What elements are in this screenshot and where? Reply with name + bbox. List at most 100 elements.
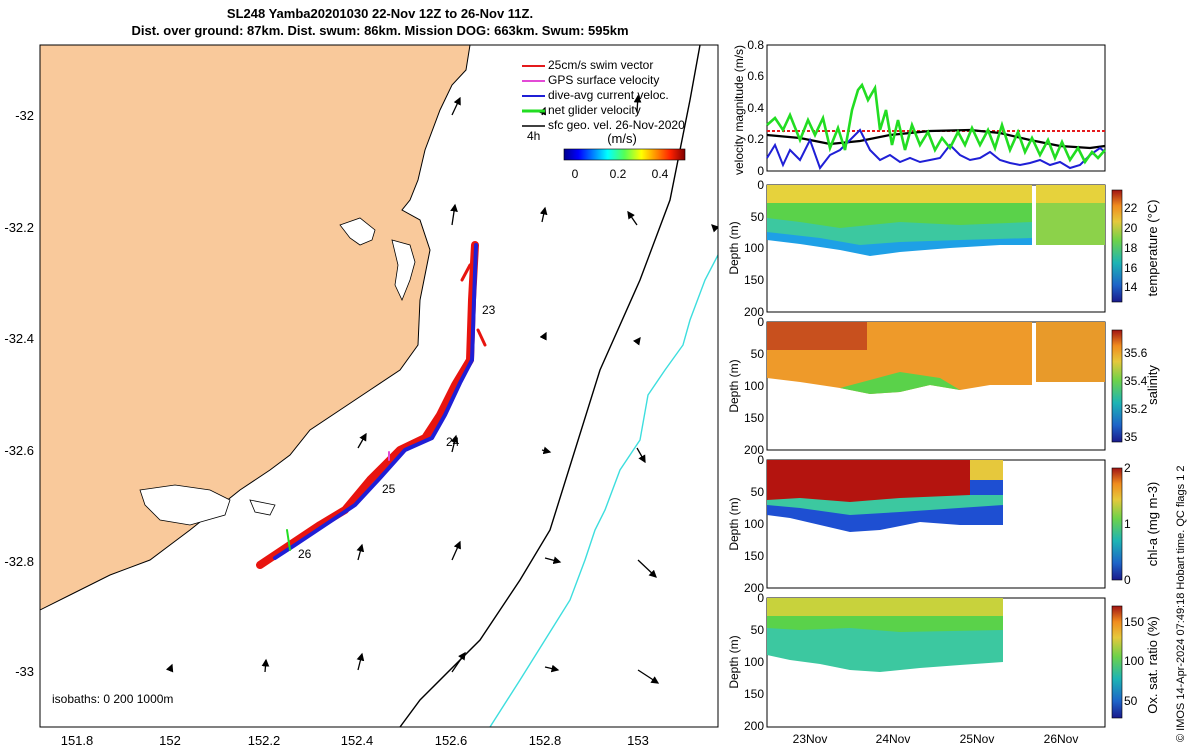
colorbar-tick: 0 (572, 167, 579, 181)
map-legend: 25cm/s swim vector GPS surface velocity … (522, 58, 686, 181)
velocity-line-blue (766, 128, 1106, 171)
estuary-south (139, 484, 231, 526)
depth-tick: 200 (744, 719, 764, 733)
depth-label: Depth (m) (727, 359, 741, 412)
isobath-1000 (489, 254, 718, 727)
cb-tick: 20 (1124, 221, 1138, 235)
oxygen-field-mid (767, 615, 1003, 632)
oxygen-colorbar-ticks: 150 100 50 (1124, 615, 1144, 708)
legend-label: sfc geo. vel. 26-Nov-2020 (548, 118, 685, 132)
day-label-23: 23 (482, 303, 496, 317)
chla-field-high (767, 460, 970, 502)
velocity-ytick: 0 (757, 164, 764, 178)
temperature-cblabel: temperature (°C) (1145, 200, 1160, 297)
salinity-field-low (840, 372, 960, 394)
cb-tick: 150 (1124, 615, 1144, 629)
cb-tick: 22 (1124, 201, 1138, 215)
map-panel: 23 24 25 26 isobaths: 0 200 1000m -32 -3… (4, 44, 719, 748)
depth-tick: 50 (751, 210, 765, 224)
map-ytick: -32.4 (4, 331, 34, 346)
map-ytick: -32.6 (4, 443, 34, 458)
cb-tick: 35.4 (1124, 374, 1148, 388)
chla-cblabel: chl-a (mg m-3) (1145, 482, 1160, 567)
depth-label: Depth (m) (727, 497, 741, 550)
map-ytick: -32 (15, 108, 34, 123)
figure-title-line2: Dist. over ground: 87km. Dist. swum: 86k… (131, 23, 629, 38)
depth-tick: 0 (757, 591, 764, 605)
depth-tick: 100 (744, 379, 764, 393)
estuary-south-inlet (249, 499, 276, 516)
map-day-labels: 23 24 25 26 (298, 303, 496, 561)
salinity-field-late (1036, 322, 1105, 382)
map-y-axis: -32 -32.2 -32.4 -32.6 -32.8 -33 (4, 108, 34, 679)
day-label-24: 24 (446, 435, 460, 449)
temperature-field-green (767, 195, 1032, 228)
velocity-ytick: 0.6 (747, 69, 764, 83)
glider-track (256, 241, 487, 569)
legend-label: GPS surface velocity (548, 73, 659, 87)
depth-tick: 150 (744, 273, 764, 287)
depth-tick: 200 (744, 305, 764, 319)
cb-tick: 35 (1124, 430, 1138, 444)
oxygen-section: 150 100 50 Ox. sat. ratio (%) (766, 597, 1160, 728)
temperature-colorbar (1111, 189, 1123, 303)
temperature-section: 22 20 18 16 14 temperature (°C) (766, 184, 1160, 313)
velocity-ytick: 0.8 (747, 38, 764, 52)
map-ytick: -32.8 (4, 554, 34, 569)
depth-label: Depth (m) (727, 221, 741, 274)
depth-tick: 0 (757, 315, 764, 329)
time-tick: 23Nov (793, 732, 828, 746)
cb-tick: 16 (1124, 261, 1138, 275)
chla-field-edge (970, 460, 1003, 480)
chla-colorbar (1111, 467, 1123, 581)
map-xtick: 152.4 (341, 733, 374, 748)
imos-credit: © IMOS 14-Apr-2024 07:49:18 Hobart time.… (1175, 465, 1187, 742)
time-tick: 26Nov (1044, 732, 1079, 746)
colorbar-tick: 0.2 (610, 167, 627, 181)
depth-label: Depth (m) (727, 635, 741, 688)
cb-tick: 0 (1124, 573, 1131, 587)
isobath-caption: isobaths: 0 200 1000m (52, 692, 173, 706)
legend-label: 25cm/s swim vector (548, 58, 653, 72)
salinity-section: 35.6 35.4 35.2 35 salinity (766, 321, 1160, 451)
oxygen-colorbar (1111, 605, 1123, 719)
velocity-ytick: 0.2 (747, 132, 764, 146)
depth-tick: 150 (744, 549, 764, 563)
cb-tick: 100 (1124, 654, 1144, 668)
map-xtick: 151.8 (61, 733, 94, 748)
velocity-panel: 0 0.2 0.4 0.6 0.8 velocity magnitude (m/… (732, 38, 1106, 178)
colorbar-title: (m/s) (607, 131, 637, 146)
depth-tick: 50 (751, 485, 765, 499)
estuary-lake (391, 239, 416, 302)
map-xtick: 152 (159, 733, 181, 748)
cb-tick: 18 (1124, 241, 1138, 255)
depth-tick: 0 (757, 178, 764, 192)
velocity-yaxis: 0 0.2 0.4 0.6 0.8 (747, 38, 764, 178)
day-label-26: 26 (298, 547, 312, 561)
map-xtick: 152.2 (248, 733, 281, 748)
cb-tick: 14 (1124, 280, 1138, 294)
depth-tick: 100 (744, 241, 764, 255)
legend-note: 4h (527, 129, 540, 143)
map-xtick: 153 (627, 733, 649, 748)
map-ytick: -32.2 (4, 220, 34, 235)
time-tick: 24Nov (876, 732, 911, 746)
time-tick: 25Nov (960, 732, 995, 746)
chla-section: 2 1 0 chl-a (mg m-3) (766, 459, 1160, 589)
estuary-north (339, 217, 376, 246)
temperature-colorbar-ticks: 22 20 18 16 14 (1124, 201, 1138, 294)
geostrophic-velocity-arrows (165, 94, 718, 684)
land-polygon (40, 45, 471, 611)
oxygen-cblabel: Ox. sat. ratio (%) (1145, 616, 1160, 714)
depth-tick: 150 (744, 687, 764, 701)
map-xtick: 152.8 (529, 733, 562, 748)
depth-axes: 0 50 100 150 200 0 50 100 150 200 0 50 1… (744, 178, 764, 733)
map-xtick: 152.6 (435, 733, 468, 748)
map-x-axis: 151.8 152 152.2 152.4 152.6 152.8 153 (61, 733, 649, 748)
depth-tick: 50 (751, 623, 765, 637)
oxygen-field-surface (767, 598, 1003, 616)
depth-tick: 200 (744, 443, 764, 457)
temperature-field-late-surface (1036, 185, 1105, 203)
map-ytick: -33 (15, 664, 34, 679)
